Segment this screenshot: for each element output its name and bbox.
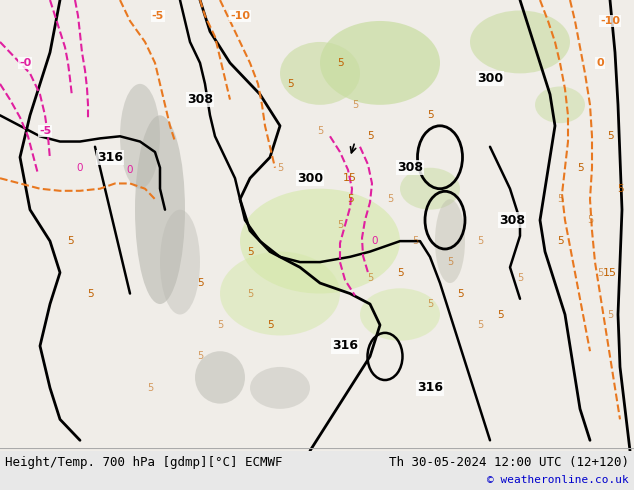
Text: 316: 316 xyxy=(332,340,358,352)
Text: 5: 5 xyxy=(247,289,253,298)
Text: 5: 5 xyxy=(557,236,564,246)
Text: 5: 5 xyxy=(517,273,523,283)
Text: 5: 5 xyxy=(496,310,503,319)
Text: 5: 5 xyxy=(147,383,153,393)
Text: 5: 5 xyxy=(427,299,433,309)
Text: 5: 5 xyxy=(607,131,613,141)
Ellipse shape xyxy=(320,21,440,105)
Text: Th 30-05-2024 12:00 UTC (12+120): Th 30-05-2024 12:00 UTC (12+120) xyxy=(389,456,629,469)
Text: 308: 308 xyxy=(187,93,213,106)
Text: 5: 5 xyxy=(607,310,613,319)
Text: 15: 15 xyxy=(343,173,357,183)
Text: 316: 316 xyxy=(97,151,123,164)
Text: 5: 5 xyxy=(267,320,273,330)
Text: 308: 308 xyxy=(397,161,423,174)
Ellipse shape xyxy=(470,10,570,74)
Text: 5: 5 xyxy=(67,236,74,246)
Text: 300: 300 xyxy=(297,172,323,185)
Text: 5: 5 xyxy=(447,257,453,267)
Text: 316: 316 xyxy=(417,381,443,394)
Ellipse shape xyxy=(360,288,440,341)
Ellipse shape xyxy=(220,251,340,336)
Text: 5: 5 xyxy=(337,58,344,68)
Ellipse shape xyxy=(195,351,245,404)
Text: 5: 5 xyxy=(597,268,603,277)
Text: 5: 5 xyxy=(577,163,583,173)
Ellipse shape xyxy=(160,210,200,315)
Text: 5: 5 xyxy=(347,194,353,204)
Ellipse shape xyxy=(250,367,310,409)
Ellipse shape xyxy=(535,87,585,123)
Text: 5: 5 xyxy=(366,131,373,141)
Text: 0: 0 xyxy=(596,58,604,68)
Text: 5: 5 xyxy=(477,236,483,246)
Text: 5: 5 xyxy=(557,194,563,204)
Ellipse shape xyxy=(280,42,360,105)
Text: 0: 0 xyxy=(77,163,83,173)
Text: -0: -0 xyxy=(19,58,31,68)
Text: 5: 5 xyxy=(277,163,283,173)
Text: -5: -5 xyxy=(39,126,51,136)
Text: 5: 5 xyxy=(456,289,463,298)
Text: 5: 5 xyxy=(337,220,343,230)
Ellipse shape xyxy=(240,189,400,294)
Text: 300: 300 xyxy=(477,72,503,85)
Text: -10: -10 xyxy=(600,16,620,26)
Text: 5: 5 xyxy=(317,126,323,136)
Text: 5: 5 xyxy=(587,215,593,225)
Text: 308: 308 xyxy=(499,214,525,227)
Text: 5: 5 xyxy=(197,278,204,288)
Text: © weatheronline.co.uk: © weatheronline.co.uk xyxy=(488,475,629,485)
Text: 5: 5 xyxy=(352,100,358,110)
Ellipse shape xyxy=(400,168,460,210)
Text: 0: 0 xyxy=(372,236,378,246)
Text: 5: 5 xyxy=(617,184,623,194)
Text: 5: 5 xyxy=(477,320,483,330)
Text: Height/Temp. 700 hPa [gdmp][°C] ECMWF: Height/Temp. 700 hPa [gdmp][°C] ECMWF xyxy=(5,456,283,469)
Text: 5: 5 xyxy=(387,194,393,204)
Text: 5: 5 xyxy=(217,320,223,330)
Text: 5: 5 xyxy=(367,273,373,283)
Text: -10: -10 xyxy=(230,11,250,21)
Text: 5: 5 xyxy=(412,236,418,246)
Text: -5: -5 xyxy=(152,11,164,21)
Text: 5: 5 xyxy=(397,268,403,277)
Text: 15: 15 xyxy=(603,268,617,277)
Ellipse shape xyxy=(435,199,465,283)
Text: 5: 5 xyxy=(287,79,294,89)
Text: 5: 5 xyxy=(197,351,203,362)
Text: 5: 5 xyxy=(87,289,93,298)
Text: 5: 5 xyxy=(427,110,433,121)
Text: 0: 0 xyxy=(127,165,133,175)
Text: 5: 5 xyxy=(247,246,254,257)
Ellipse shape xyxy=(120,84,160,189)
Ellipse shape xyxy=(135,115,185,304)
